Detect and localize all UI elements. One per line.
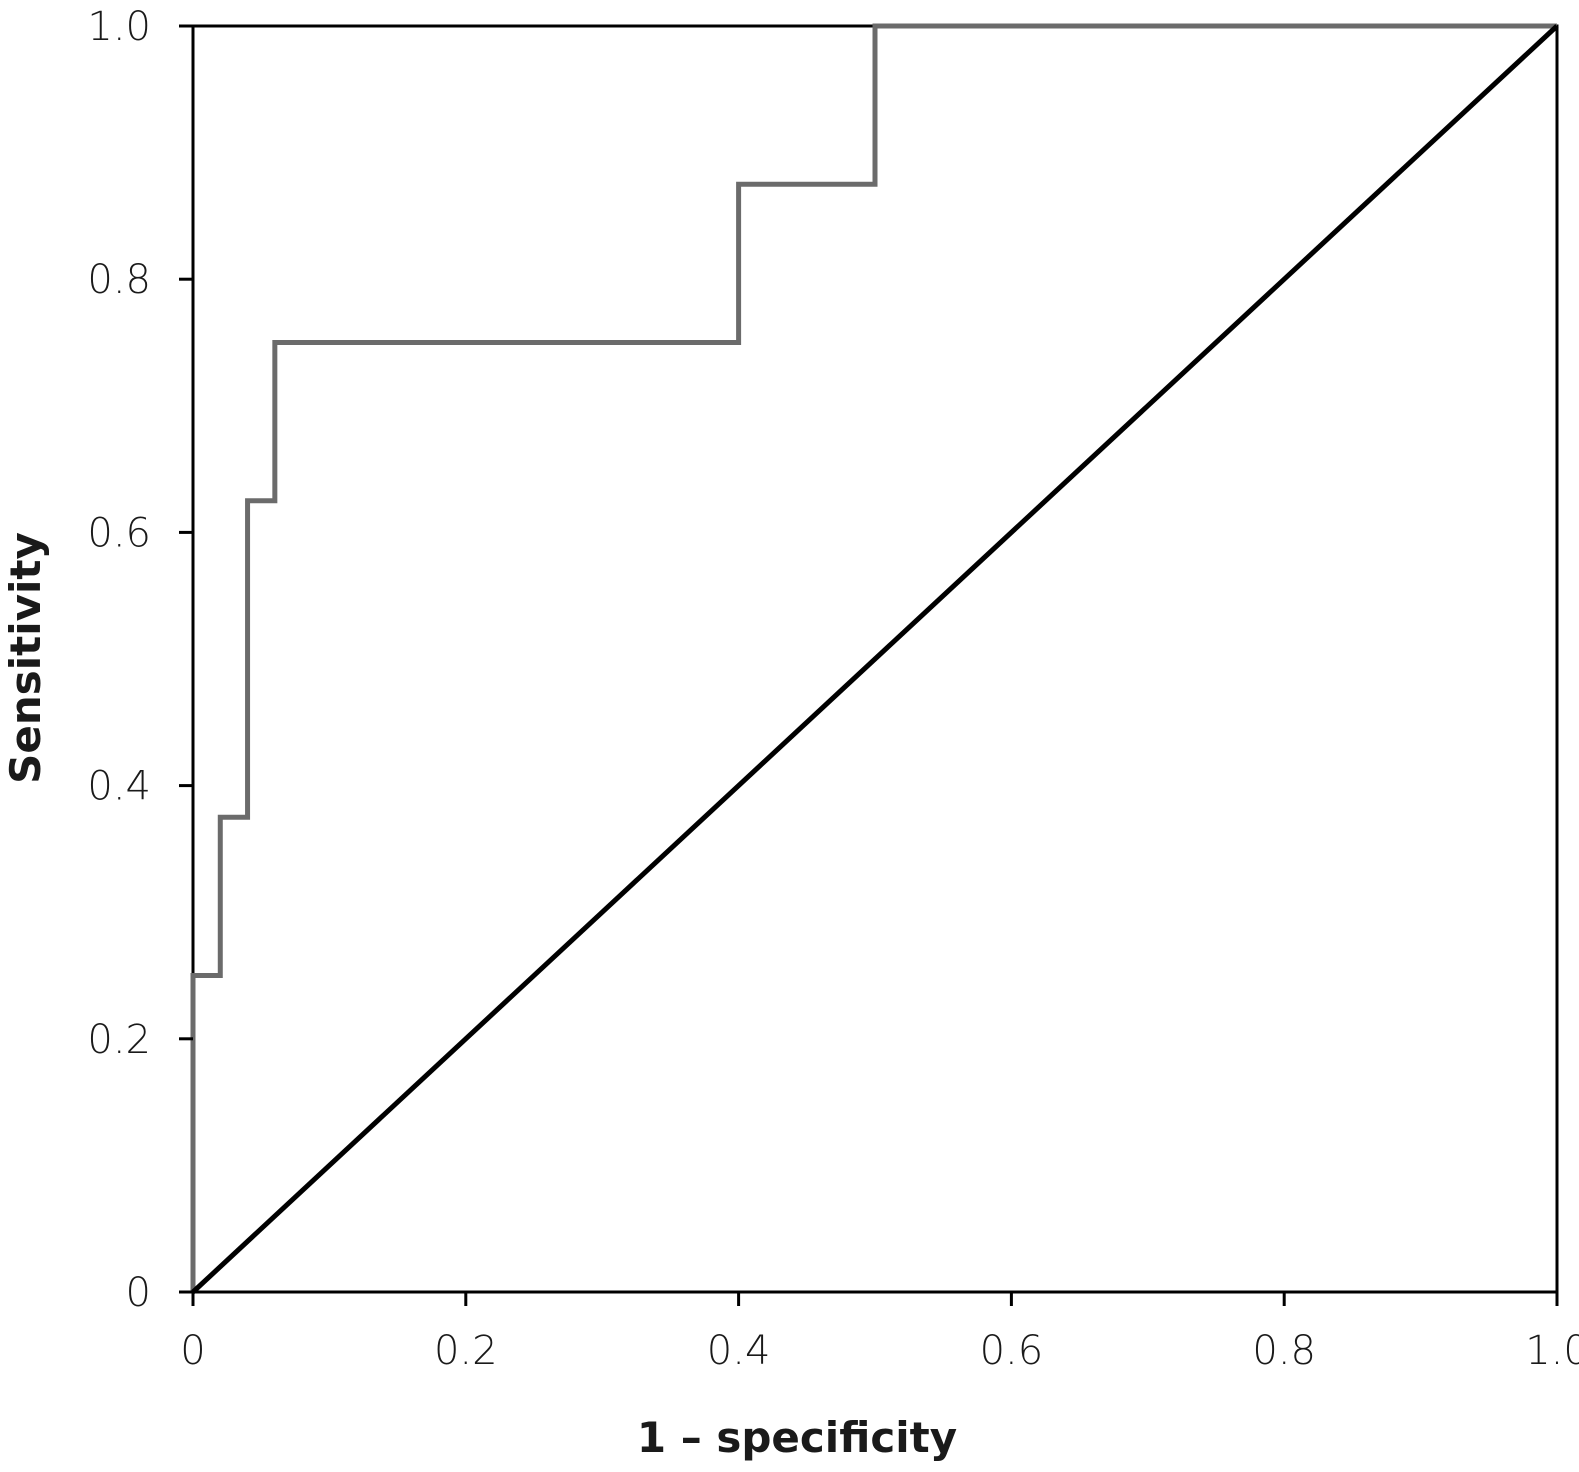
y-tick-label: 0.2	[87, 1017, 151, 1063]
x-tick-label: 0.4	[707, 1328, 771, 1374]
x-tick-label: 1.0	[1525, 1328, 1579, 1374]
x-axis-ticks: 0 0.2 0.4 0.6 0.8 1.0	[180, 1292, 1579, 1374]
x-tick-label: 0.2	[434, 1328, 498, 1374]
series-layer	[190, 23, 1559, 1294]
x-tick-label: 0.6	[980, 1328, 1044, 1374]
y-tick-label: 0	[126, 1270, 151, 1316]
y-tick-label: 0.8	[87, 257, 151, 303]
y-axis-label: Sensitivity	[1, 532, 50, 784]
roc-curve-line	[190, 23, 1557, 1292]
reference-diagonal-line	[191, 24, 1559, 1294]
x-tick-label: 0	[180, 1328, 205, 1374]
y-tick-label: 0.6	[87, 510, 151, 556]
y-axis-ticks: 0 0.2 0.4 0.6 0.8 1.0	[87, 4, 193, 1316]
x-axis-label: 1 – specificity	[637, 1413, 957, 1462]
y-tick-label: 0.4	[87, 764, 151, 810]
y-tick-label: 1.0	[87, 4, 151, 50]
x-tick-label: 0.8	[1252, 1328, 1316, 1374]
